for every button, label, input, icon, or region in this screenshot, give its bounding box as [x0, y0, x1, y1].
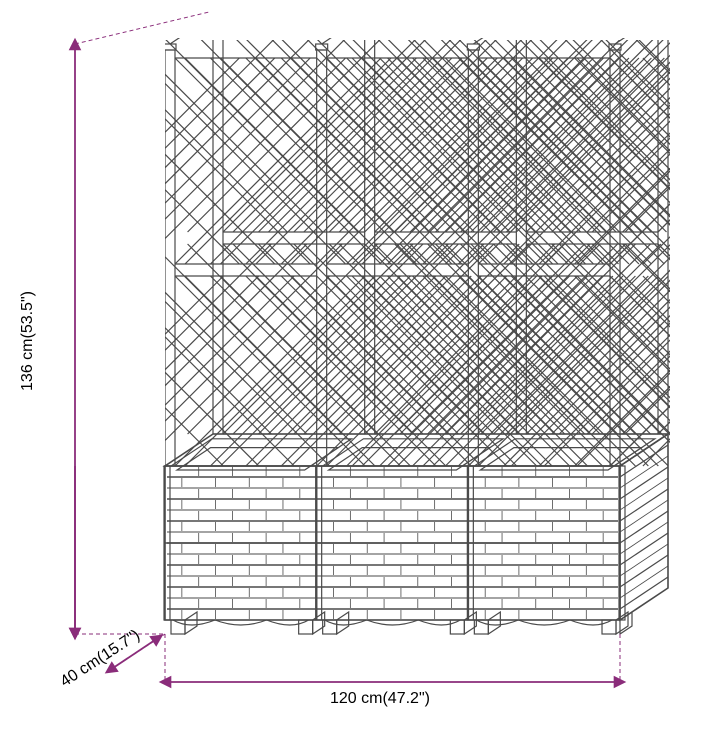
- width-label: 120 cm(47.2"): [330, 690, 430, 708]
- diagram-container: 136 cm(53.5") 120 cm(47.2") 40 cm(15.7"): [0, 0, 724, 724]
- product-diagram-svg: [0, 0, 724, 724]
- height-label: 136 cm(53.5"): [19, 291, 37, 391]
